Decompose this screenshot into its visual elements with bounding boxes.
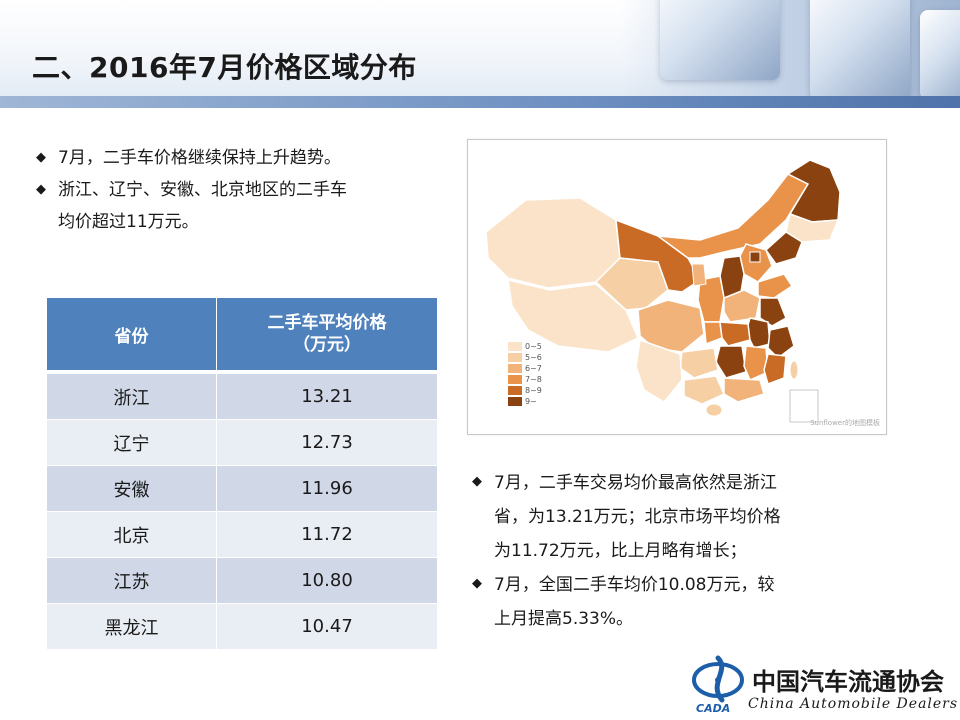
bullet-text: 为11.72万元，比上月略有增长； bbox=[494, 541, 747, 561]
province-cell: 江苏 bbox=[47, 558, 217, 603]
region-guangxi bbox=[683, 375, 725, 405]
bullet-text: 均价超过11万元。 bbox=[58, 212, 199, 232]
region-shandong bbox=[757, 273, 794, 299]
region-taiwan bbox=[789, 360, 799, 380]
region-hainan bbox=[705, 403, 723, 417]
header-price: 二手车平均价格 （万元） bbox=[217, 298, 437, 370]
diamond-bullet-icon: ◆ bbox=[472, 474, 482, 489]
province-cell: 黑龙江 bbox=[47, 604, 217, 649]
header-province: 省份 bbox=[47, 298, 217, 370]
region-sichuan bbox=[637, 299, 705, 353]
legend-label: 8~9 bbox=[525, 386, 542, 395]
header-decoration bbox=[620, 0, 960, 104]
page-title: 二、2016年7月价格区域分布 bbox=[32, 51, 417, 84]
map-watermark: Sunflower的地图模板 bbox=[810, 419, 880, 427]
decor-cube-3 bbox=[920, 10, 960, 100]
legend-swatch bbox=[508, 353, 522, 362]
region-jiangxi bbox=[743, 345, 769, 381]
bullet-item: ◆ 7月，二手车交易均价最高依然是浙江 bbox=[472, 466, 892, 500]
price-cell: 10.47 bbox=[301, 616, 353, 637]
table-row: 安徽 11.96 bbox=[47, 465, 437, 511]
legend-swatch bbox=[508, 375, 522, 384]
legend-item: 9~ bbox=[508, 396, 542, 407]
price-cell: 13.21 bbox=[301, 386, 353, 407]
region-guangdong bbox=[723, 377, 765, 403]
legend-label: 9~ bbox=[525, 397, 537, 406]
legend-swatch bbox=[508, 397, 522, 406]
region-chongqing bbox=[703, 321, 723, 346]
bottom-bullet-list: ◆ 7月，二手车交易均价最高依然是浙江 省，为13.21万元；北京市场平均价格 … bbox=[472, 466, 892, 636]
legend-swatch bbox=[508, 386, 522, 395]
region-hubei bbox=[719, 321, 751, 347]
legend-item: 7~8 bbox=[508, 374, 542, 385]
legend-swatch bbox=[508, 342, 522, 351]
diamond-bullet-icon: ◆ bbox=[36, 150, 46, 165]
header-band bbox=[0, 96, 960, 108]
price-cell: 12.73 bbox=[301, 432, 353, 453]
svg-text:CADA: CADA bbox=[696, 702, 730, 715]
table-row: 浙江 13.21 bbox=[47, 373, 437, 419]
top-bullet-list: ◆ 7月，二手车价格继续保持上升趋势。 ◆ 浙江、辽宁、安徽、北京地区的二手车 … bbox=[36, 142, 436, 238]
table-row: 黑龙江 10.47 bbox=[47, 603, 437, 649]
map-graphic bbox=[485, 159, 841, 423]
price-cell: 11.72 bbox=[301, 524, 353, 545]
bullet-item: ◆ 7月，二手车价格继续保持上升趋势。 bbox=[36, 142, 436, 174]
bullet-continuation: 均价超过11万元。 bbox=[36, 206, 436, 238]
bullet-text: 7月，二手车交易均价最高依然是浙江 bbox=[494, 473, 777, 493]
table-row: 北京 11.72 bbox=[47, 511, 437, 557]
south-china-sea-inset bbox=[789, 389, 819, 423]
legend-label: 0~5 bbox=[525, 342, 542, 351]
legend-item: 5~6 bbox=[508, 352, 542, 363]
legend-label: 5~6 bbox=[525, 353, 542, 362]
province-cell: 浙江 bbox=[47, 374, 217, 419]
org-name-cn: 中国汽车流通协会 bbox=[752, 667, 944, 696]
province-cell: 辽宁 bbox=[47, 420, 217, 465]
price-cell: 10.80 bbox=[301, 570, 353, 591]
diamond-bullet-icon: ◆ bbox=[36, 182, 46, 197]
bullet-text: 省，为13.21万元；北京市场平均价格 bbox=[494, 507, 781, 527]
cada-logo-icon: CADA bbox=[692, 655, 744, 715]
region-jiangsu bbox=[759, 297, 787, 327]
bullet-text: 浙江、辽宁、安徽、北京地区的二手车 bbox=[58, 180, 347, 200]
header-bar: 二、2016年7月价格区域分布 bbox=[0, 0, 960, 104]
header-price-line2: （万元） bbox=[293, 335, 361, 355]
map-legend: 0~5 5~6 6~7 7~8 8~9 9~ bbox=[508, 341, 542, 407]
table-header: 省份 二手车平均价格 （万元） bbox=[47, 298, 437, 373]
footer-logo: CADA 中国汽车流通协会 China Automobile Dealers bbox=[688, 654, 957, 716]
region-tibet bbox=[507, 279, 639, 353]
bullet-item: ◆ 浙江、辽宁、安徽、北京地区的二手车 bbox=[36, 174, 436, 206]
region-hunan bbox=[715, 345, 747, 379]
header-price-line1: 二手车平均价格 bbox=[267, 313, 387, 333]
region-fujian bbox=[763, 353, 787, 385]
province-cell: 北京 bbox=[47, 512, 217, 557]
region-liaoning bbox=[765, 231, 803, 265]
legend-label: 6~7 bbox=[525, 364, 542, 373]
legend-item: 0~5 bbox=[508, 341, 542, 352]
region-beijing bbox=[749, 251, 761, 263]
bullet-text: 7月，全国二手车均价10.08万元，较 bbox=[494, 575, 775, 595]
legend-label: 7~8 bbox=[525, 375, 542, 384]
region-zhejiang bbox=[767, 325, 795, 359]
price-cell: 11.96 bbox=[301, 478, 353, 499]
bullet-item: ◆ 7月，全国二手车均价10.08万元，较 bbox=[472, 568, 892, 602]
legend-item: 6~7 bbox=[508, 363, 542, 374]
region-guizhou bbox=[679, 347, 719, 379]
legend-item: 8~9 bbox=[508, 385, 542, 396]
province-cell: 安徽 bbox=[47, 466, 217, 511]
legend-swatch bbox=[508, 364, 522, 373]
org-name-en: China Automobile Dealers bbox=[748, 696, 959, 712]
table-row: 江苏 10.80 bbox=[47, 557, 437, 603]
diamond-bullet-icon: ◆ bbox=[472, 576, 482, 591]
bullet-text: 上月提高5.33%。 bbox=[494, 609, 634, 629]
table-row: 辽宁 12.73 bbox=[47, 419, 437, 465]
decor-cube-1 bbox=[660, 0, 780, 80]
region-ningxia bbox=[691, 263, 707, 287]
price-table: 省份 二手车平均价格 （万元） 浙江 13.21 辽宁 12.73 安徽 11.… bbox=[47, 298, 437, 649]
decor-cube-2 bbox=[810, 0, 910, 100]
region-yunnan bbox=[635, 338, 683, 403]
bullet-text: 7月，二手车价格继续保持上升趋势。 bbox=[58, 148, 341, 168]
region-xinjiang bbox=[485, 197, 621, 289]
china-price-map: 0~5 5~6 6~7 7~8 8~9 9~ Sunflower的地图模板 bbox=[467, 139, 887, 435]
region-henan bbox=[723, 289, 761, 323]
